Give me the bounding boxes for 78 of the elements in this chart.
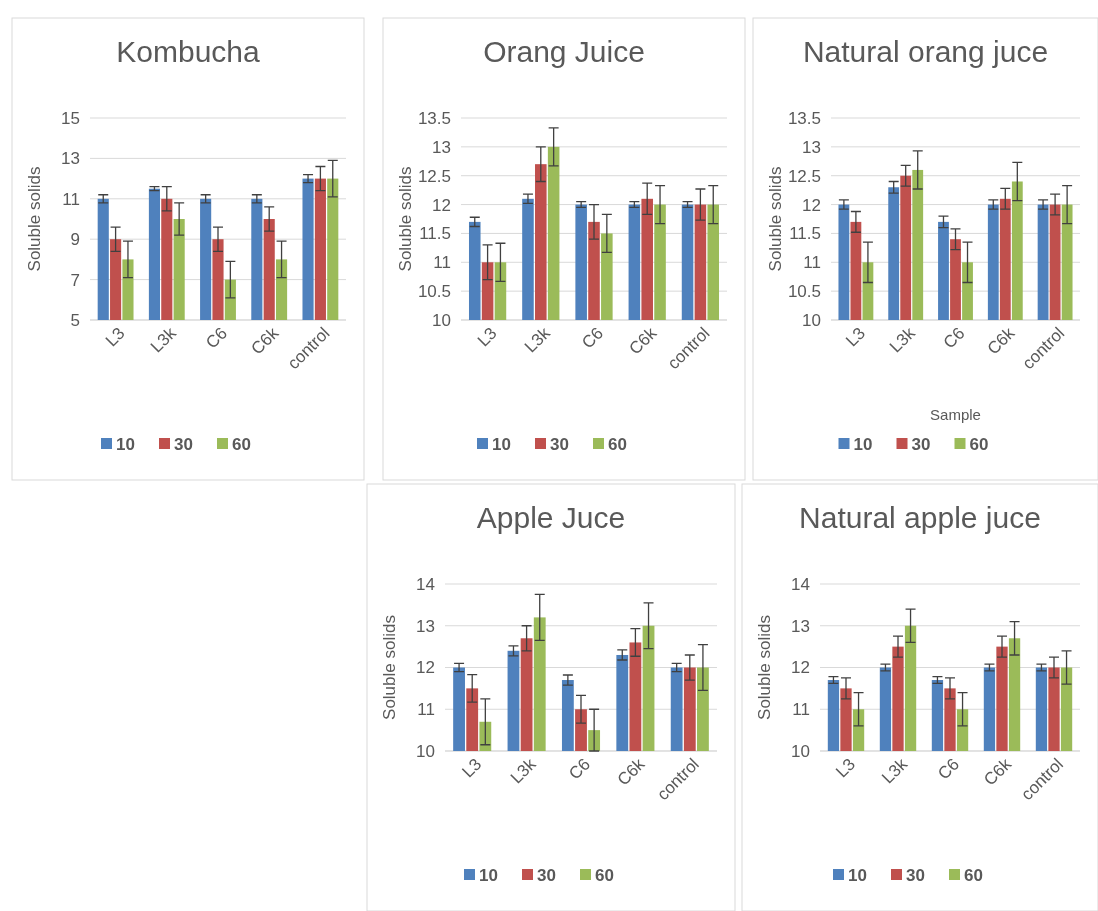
x-tick-label: L3k	[878, 754, 912, 788]
x-tick-label: L3k	[885, 323, 920, 357]
chart-title: Apple Juce	[476, 501, 626, 534]
y-tick-label: 9	[70, 230, 80, 250]
x-tick-label: L3k	[147, 323, 181, 357]
y-tick-label: 13	[791, 616, 810, 636]
x-tick-label: L3	[473, 323, 501, 351]
y-tick-label: 11.5	[789, 224, 821, 244]
legend-label: 30	[537, 865, 556, 885]
y-tick-label: 13.5	[417, 108, 451, 128]
y-tick-label: 10	[802, 310, 821, 330]
x-tick-label: C6	[565, 754, 595, 784]
x-axis-title: Sample	[930, 406, 981, 423]
y-tick-label: 12	[432, 195, 451, 215]
y-tick-label: 12	[791, 658, 810, 678]
chart-title: Orang Juice	[483, 35, 645, 68]
legend-label: 60	[595, 865, 614, 885]
y-tick-label: 13	[416, 616, 435, 636]
x-tick-label: L3	[832, 754, 860, 782]
legend-label: 60	[969, 434, 989, 454]
legend-label: 10	[492, 434, 511, 454]
y-tick-label: 15	[61, 108, 80, 128]
x-tick-label: C6	[939, 323, 969, 353]
chart-title: Natural orang juce	[802, 35, 1049, 68]
y-tick-label: 11	[62, 189, 80, 209]
y-axis-title: Soluble solids	[396, 166, 415, 272]
legend-label: 60	[964, 865, 983, 885]
x-tick-label: C6k	[613, 754, 649, 790]
y-tick-label: 10	[791, 741, 810, 761]
y-tick-label: 10.5	[787, 282, 821, 302]
y-tick-label: 11	[792, 700, 810, 720]
y-axis-title: Soluble solids	[766, 166, 785, 272]
y-tick-label: 5	[70, 310, 80, 330]
legend-label: 10	[479, 865, 498, 885]
x-tick-label: L3	[458, 754, 486, 782]
x-tick-label: C6k	[980, 754, 1016, 790]
y-tick-label: 11	[417, 700, 435, 720]
x-tick-label: C6	[934, 754, 964, 784]
legend-label: 10	[116, 434, 135, 454]
y-tick-label: 10	[416, 741, 435, 761]
y-tick-label: 12	[802, 195, 821, 215]
y-axis-title: Soluble solids	[755, 615, 774, 720]
legend-label: 10	[848, 865, 867, 885]
y-tick-label: 12	[416, 658, 435, 678]
y-tick-label: 13	[432, 137, 451, 157]
y-tick-label: 7	[70, 270, 80, 290]
x-tick-label: C6	[578, 323, 608, 353]
chart-title: Natural apple juce	[799, 501, 1041, 534]
y-tick-label: 11.5	[419, 224, 451, 244]
y-tick-label: 14	[416, 574, 435, 594]
y-tick-label: 13.5	[787, 108, 821, 128]
x-tick-label: L3k	[506, 754, 540, 788]
y-tick-label: 10	[432, 310, 451, 330]
legend-label: 30	[550, 434, 569, 454]
x-tick-label: L3	[842, 323, 869, 351]
x-tick-label: C6k	[983, 323, 1019, 359]
chart-title: Kombucha	[116, 35, 261, 68]
legend-label: 30	[174, 434, 193, 454]
y-tick-label: 12.5	[417, 166, 451, 186]
y-tick-label: 13	[61, 149, 80, 169]
y-tick-label: 13	[802, 137, 821, 157]
y-tick-label: 10.5	[417, 282, 451, 302]
legend-label: 60	[232, 434, 251, 454]
legend-label: 60	[608, 434, 627, 454]
y-tick-label: 11	[803, 253, 821, 273]
y-tick-label: 14	[791, 574, 810, 594]
y-tick-label: 12.5	[787, 166, 821, 186]
y-tick-label: 11	[433, 253, 451, 273]
y-axis-title: Soluble solids	[25, 166, 44, 272]
x-tick-label: L3k	[521, 323, 555, 357]
x-tick-label: C6k	[625, 323, 661, 359]
legend-label: 30	[911, 434, 931, 454]
legend-label: 30	[906, 865, 925, 885]
x-tick-label: C6k	[247, 323, 283, 359]
legend-label: 10	[853, 434, 873, 454]
x-tick-label: L3	[101, 323, 129, 351]
y-axis-title: Soluble solids	[380, 615, 399, 720]
x-tick-label: C6	[202, 323, 232, 353]
